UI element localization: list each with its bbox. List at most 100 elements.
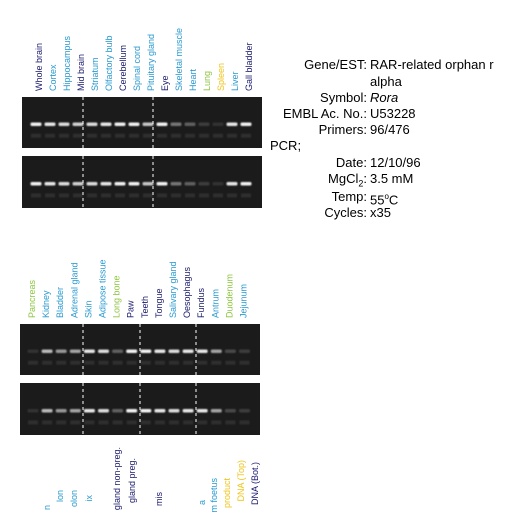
gel-band <box>212 122 224 126</box>
gel-smear <box>143 133 153 138</box>
gel-band <box>210 409 222 413</box>
gel-band <box>184 122 196 126</box>
gel-band <box>154 349 166 353</box>
gel-band <box>224 349 236 353</box>
gel-smear <box>227 133 237 138</box>
gel-band <box>72 122 84 126</box>
gel-band <box>98 349 109 353</box>
lane-label: Whole brain <box>34 43 44 91</box>
gel-smear <box>84 360 95 365</box>
lane-label: Jejunum <box>239 284 249 318</box>
gel-band <box>168 349 180 353</box>
gel-band <box>210 349 222 353</box>
gel-band <box>182 409 194 413</box>
lane-label: Skin <box>83 300 93 318</box>
gel-smear <box>225 420 236 425</box>
temp-number: 55 <box>370 192 385 208</box>
gel-band <box>142 122 154 126</box>
primers-value: 96/476 <box>370 122 410 137</box>
gel-smear <box>98 360 109 365</box>
primers-label: Primers: <box>318 122 367 137</box>
gel-band <box>41 409 53 413</box>
gel-smear <box>241 133 251 138</box>
lane-label: lon <box>55 490 65 502</box>
gel-band <box>100 182 112 186</box>
lane-label: DNA (Bot.) <box>250 462 260 505</box>
lane-label: Spinal cord <box>132 46 142 91</box>
gel-smear <box>157 193 167 198</box>
gel-band <box>168 409 180 413</box>
gel-band <box>86 182 98 186</box>
lane-label: ix <box>84 495 94 502</box>
gel-smear <box>101 193 111 198</box>
gel-band <box>58 182 70 186</box>
gel-smear <box>197 360 208 365</box>
gel-smear <box>73 193 83 198</box>
lane-label: Oesophagus <box>182 266 192 318</box>
pcr-label: PCR; <box>270 138 302 153</box>
lane-label: Long bone <box>112 275 122 318</box>
lane-label: gland preg. <box>127 458 137 503</box>
lane-label: mis <box>154 492 164 506</box>
gel-smear <box>84 420 95 425</box>
gel-band <box>27 409 39 413</box>
gel-smear <box>183 360 194 365</box>
gel-smear <box>115 133 125 138</box>
gel-smear <box>129 193 139 198</box>
lane-label: gland non-preg. <box>112 447 122 510</box>
gel-band <box>170 182 182 186</box>
gel-band <box>112 409 124 413</box>
lane-label: DNA (Top) <box>236 460 246 502</box>
gel-band <box>72 182 84 186</box>
gel-smear <box>129 133 139 138</box>
gel-band <box>30 122 42 126</box>
gel-smear <box>98 420 109 425</box>
mgcl-text: MgCl <box>328 171 359 186</box>
gel-smear <box>45 133 55 138</box>
lane-label: Spleen <box>216 63 226 91</box>
lane-label: Eye <box>160 75 170 91</box>
gel-smear <box>154 420 165 425</box>
gel-smear <box>31 133 41 138</box>
gel-band <box>226 122 238 126</box>
gel-band <box>142 182 154 186</box>
gel-smear <box>28 360 38 365</box>
gel-band <box>98 409 109 413</box>
lane-label: Lung <box>202 71 212 91</box>
gel-smear <box>126 420 137 425</box>
lane-label: Cortex <box>48 64 58 91</box>
gel-smear <box>185 193 195 198</box>
gel-smear <box>241 193 251 198</box>
gel-smear <box>112 420 123 425</box>
gel-band <box>156 122 168 126</box>
lane-label: Fundus <box>196 287 206 318</box>
gel-smear <box>70 420 81 425</box>
gel-band <box>170 122 182 126</box>
lane-label: Adrenal gland <box>69 262 79 318</box>
gel-band <box>83 409 95 413</box>
gel-smear <box>73 133 83 138</box>
lane-label: Skeletal muscle <box>174 28 184 91</box>
gel-band <box>240 122 252 126</box>
gel-smear <box>101 133 111 138</box>
gel-band <box>198 182 210 186</box>
lane-label: n <box>42 505 52 510</box>
temp-label: Temp: <box>331 189 367 204</box>
mgcl-value: 3.5 mM <box>370 171 414 186</box>
lane-label: Salivary gland <box>168 261 178 318</box>
lane-label: Liver <box>230 71 240 91</box>
gel-smear <box>211 360 222 365</box>
gel-smear <box>183 420 194 425</box>
gel-smear <box>56 360 67 365</box>
gel-band <box>114 122 126 126</box>
gel-smear <box>185 133 195 138</box>
gel-smear <box>199 133 209 138</box>
colon: : <box>363 171 367 186</box>
gel-smear <box>239 360 250 365</box>
lane-label: Hippocampus <box>62 35 72 91</box>
lane-label: Cerebellum <box>118 45 128 91</box>
gel-band <box>196 409 208 413</box>
gel-band <box>224 409 236 413</box>
gel-band <box>240 182 252 186</box>
